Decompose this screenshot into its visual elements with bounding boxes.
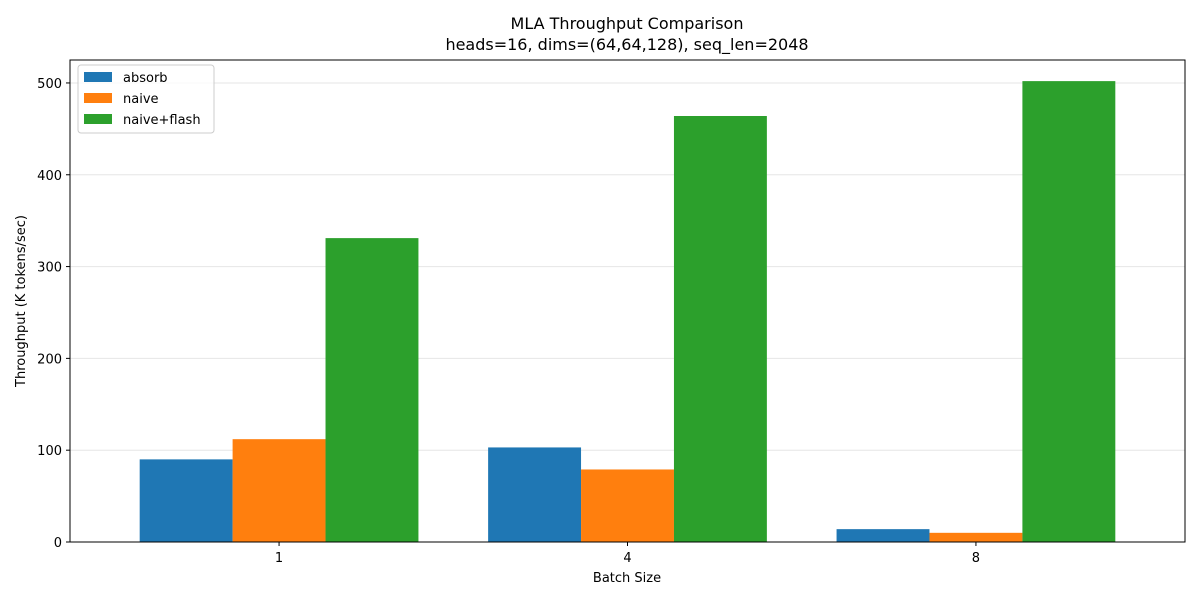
legend-swatch <box>84 93 112 103</box>
bars <box>139 81 1116 543</box>
y-tick-label: 100 <box>37 444 62 459</box>
bar-naive-4 <box>581 469 674 542</box>
y-tick-label: 500 <box>37 77 62 92</box>
y-tick-label: 400 <box>37 169 62 184</box>
bar-naive-flash-8 <box>1022 81 1116 543</box>
legend-label: naive+flash <box>123 113 201 128</box>
bar-naive-1 <box>232 439 326 542</box>
bar-absorb-4 <box>488 447 582 542</box>
bar-absorb-1 <box>139 459 233 542</box>
chart-subtitle: heads=16, dims=(64,64,128), seq_len=2048 <box>445 35 808 55</box>
y-axis-ticks: 0 100 200 300 400 500 <box>37 77 70 551</box>
y-tick-label: 200 <box>37 352 62 367</box>
legend: absorb naive naive+flash <box>77 64 215 134</box>
legend-label: absorb <box>123 71 168 86</box>
bar-naive-flash-4 <box>673 116 767 542</box>
y-axis-label: Throughput (K tokens/sec) <box>14 215 29 388</box>
legend-swatch <box>84 114 112 124</box>
x-tick-label: 8 <box>972 551 980 566</box>
y-tick-label: 0 <box>54 536 62 551</box>
bar-naive-flash-1 <box>325 238 419 542</box>
legend-swatch <box>84 72 112 82</box>
x-tick-label: 1 <box>275 551 283 566</box>
y-tick-label: 300 <box>37 261 62 276</box>
bar-naive-8 <box>929 532 1023 542</box>
x-axis-ticks: 1 4 8 <box>275 542 980 566</box>
chart-title: MLA Throughput Comparison <box>511 14 744 33</box>
legend-label: naive <box>123 92 159 107</box>
bar-absorb-8 <box>836 529 930 542</box>
x-tick-label: 4 <box>623 551 631 566</box>
x-axis-label: Batch Size <box>593 571 661 586</box>
